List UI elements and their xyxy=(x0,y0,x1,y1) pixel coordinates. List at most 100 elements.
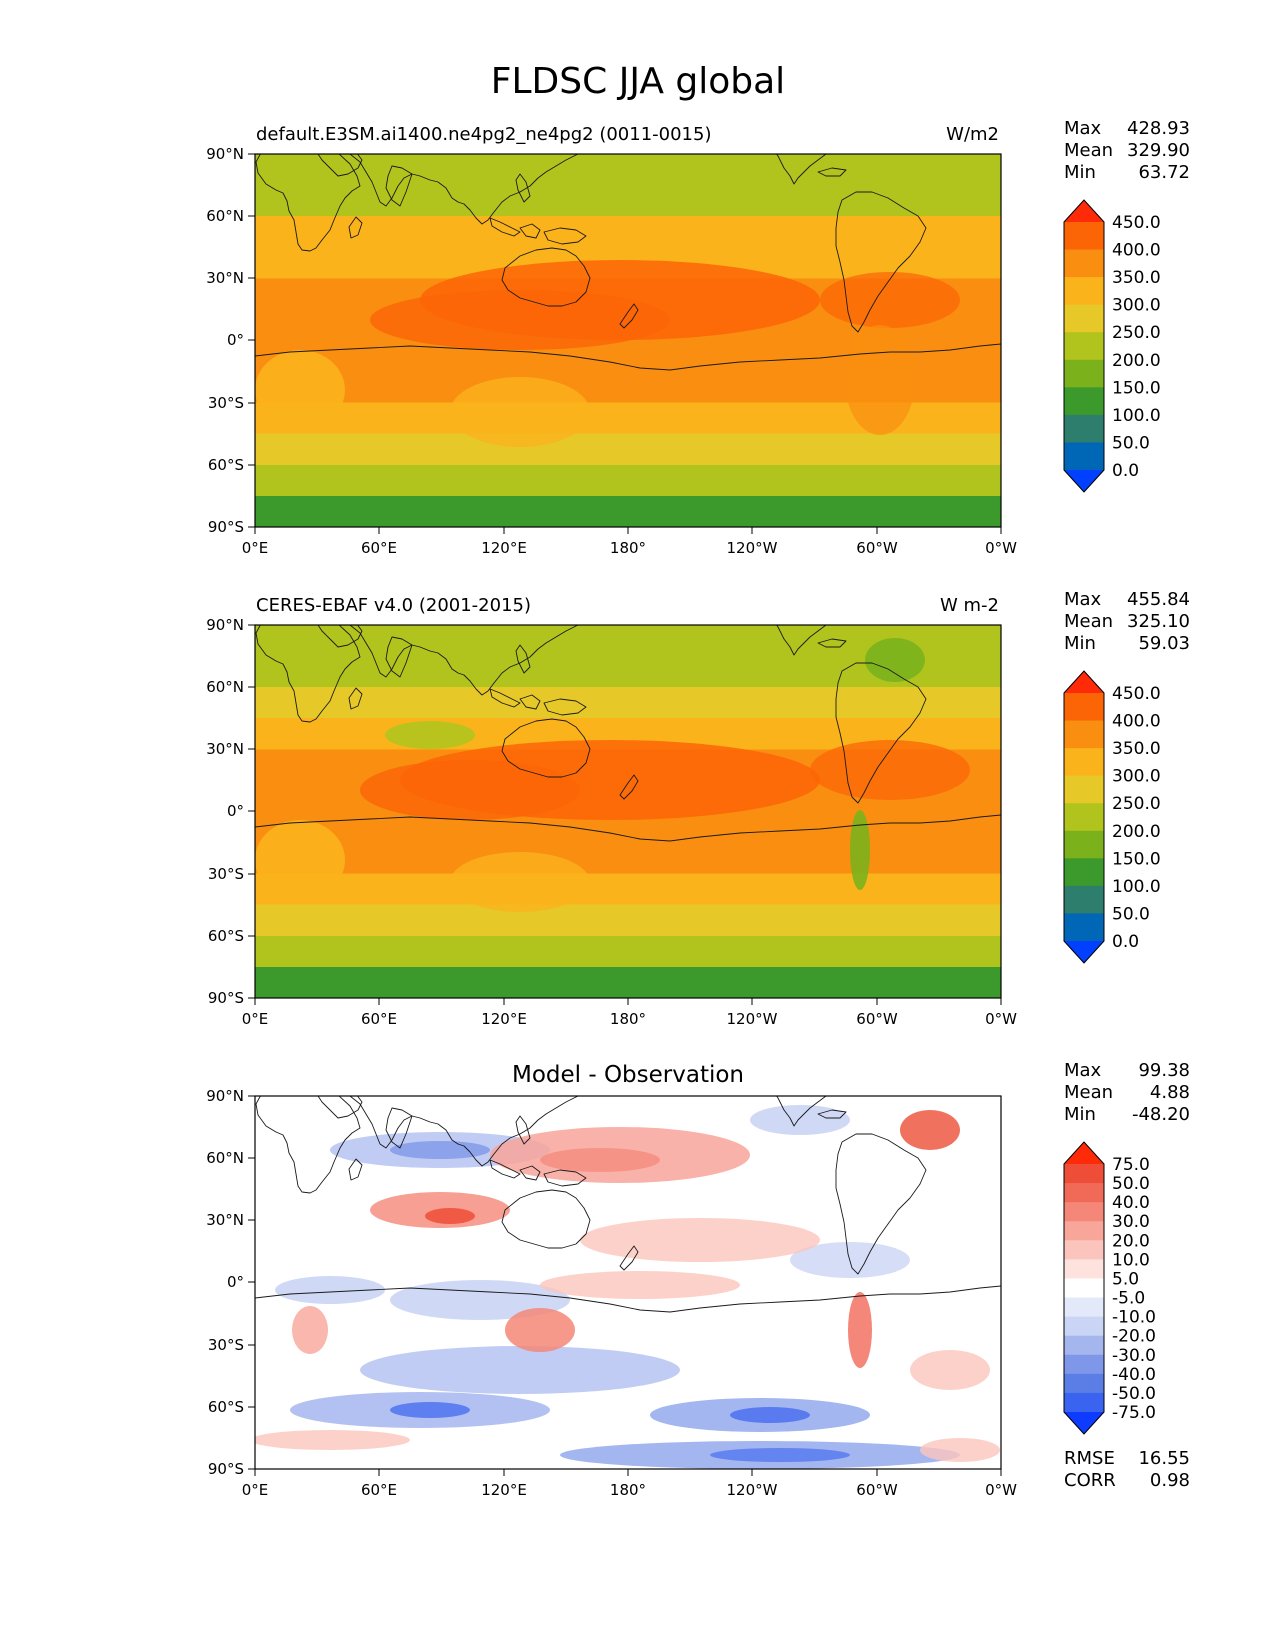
colorbar-extend-min xyxy=(1064,941,1104,963)
panel-test-lat-tick-label: 90°S xyxy=(208,518,244,536)
colorbar-bin xyxy=(1064,442,1104,471)
colorbar-tick-label: 40.0 xyxy=(1112,1193,1150,1213)
colorbar-extend-max xyxy=(1064,1142,1104,1164)
colorbar-tick-label: -5.0 xyxy=(1112,1289,1145,1309)
colorbar-tick-label: 200.0 xyxy=(1112,822,1161,842)
panel-difference: Model - Observation xyxy=(206,1060,1190,1499)
colorbar-tick-label: 450.0 xyxy=(1112,684,1161,704)
panel-test-lon-ticks: 0°E 60°E 120°E 180° 120°W 60°W 0°W xyxy=(242,527,1017,557)
panel-test-colorbar: 450.0 400.0 350.0 300.0 250.0 200.0 150.0 100.0… xyxy=(1063,199,1161,493)
colorbar-tick-label: -30.0 xyxy=(1112,1346,1156,1366)
colorbar-tick-label: 350.0 xyxy=(1112,268,1161,288)
colorbar-bin xyxy=(1064,1221,1104,1241)
stat-mean-value: 329.90 xyxy=(1127,140,1190,161)
panel-difference-lon-tick-label: 120°E xyxy=(481,1481,527,1499)
panel-difference-lon-ticks: 0°E 60°E 120°E 180° 120°W 60°W 0°W xyxy=(242,1469,1017,1499)
panel-reference-lat-tick-label: 90°N xyxy=(206,616,244,634)
colorbar-bin xyxy=(1064,913,1104,942)
stat-mean-label: Mean xyxy=(1064,1082,1113,1103)
colorbar-tick-label: -50.0 xyxy=(1112,1384,1156,1404)
colorbar-bin xyxy=(1064,748,1104,777)
stat-mean-label: Mean xyxy=(1064,611,1113,632)
colorbar-tick-label: 100.0 xyxy=(1112,406,1161,426)
metric-rmse-value: 16.55 xyxy=(1138,1448,1190,1469)
panel-difference-colorbar: 75.050.040.030.020.010.05.0-5.0-10.0-20.… xyxy=(1063,1141,1156,1435)
panel-test-lat-tick-label: 60°S xyxy=(208,456,244,474)
metric-corr-label: CORR xyxy=(1064,1470,1116,1491)
panel-difference-metrics: RMSE 16.55 CORR 0.98 xyxy=(1064,1448,1190,1491)
panel-difference-lat-tick-label: 60°S xyxy=(208,1398,244,1416)
colorbar-bin xyxy=(1064,1202,1104,1222)
panel-reference: CERES-EBAF v4.0 (2001-2015) W m-2 90°N 6… xyxy=(206,589,1190,1028)
panel-reference-lon-tick-label: 0°W xyxy=(985,1010,1017,1028)
stat-min-value: 59.03 xyxy=(1138,633,1190,654)
panel-test-lon-tick-label: 0°W xyxy=(985,539,1017,557)
colorbar-bin xyxy=(1064,693,1104,722)
panel-test-lat-ticks: 90°N 60°N 30°N 0° 30°S 60°S 90°S xyxy=(206,145,255,536)
colorbar-bin xyxy=(1064,277,1104,306)
colorbar-bin xyxy=(1064,304,1104,333)
panel-difference-lon-tick-label: 0°E xyxy=(242,1481,269,1499)
colorbar-tick-label: 150.0 xyxy=(1112,378,1161,398)
stat-mean-value: 325.10 xyxy=(1127,611,1190,632)
panel-difference-lat-tick-label: 0° xyxy=(227,1273,244,1291)
colorbar-extend-max xyxy=(1064,671,1104,693)
colorbar-bin xyxy=(1064,1297,1104,1318)
colorbar-extend-min xyxy=(1064,1412,1104,1434)
panel-difference-lat-tick-label: 30°N xyxy=(206,1211,244,1229)
colorbar-tick-label: -75.0 xyxy=(1112,1403,1156,1423)
stat-mean-value: 4.88 xyxy=(1150,1082,1190,1103)
colorbar-bin xyxy=(1064,1392,1104,1413)
stat-max-value: 428.93 xyxy=(1127,118,1190,139)
panel-difference-lat-tick-label: 30°S xyxy=(208,1336,244,1354)
colorbar-outline xyxy=(1063,1141,1105,1435)
panel-test-lat-tick-label: 30°S xyxy=(208,394,244,412)
colorbar-tick-label: 300.0 xyxy=(1112,296,1161,316)
panel-difference-lon-tick-label: 0°W xyxy=(985,1481,1017,1499)
panel-difference-lat-tick-label: 60°N xyxy=(206,1149,244,1167)
panel-reference-colorbar: 450.0 400.0 350.0 300.0 250.0 200.0 150.0 100.0… xyxy=(1063,670,1161,964)
panel-test-lat-tick-label: 30°N xyxy=(206,269,244,287)
colorbar-bin xyxy=(1064,387,1104,416)
colorbar-bin xyxy=(1064,720,1104,749)
stat-min-label: Min xyxy=(1064,1104,1096,1125)
panel-reference-lat-tick-label: 60°S xyxy=(208,927,244,945)
panel-difference-lon-tick-label: 60°E xyxy=(361,1481,397,1499)
colorbar-bin xyxy=(1064,1240,1104,1260)
panel-reference-lat-tick-label: 30°N xyxy=(206,740,244,758)
colorbar-tick-label: -10.0 xyxy=(1112,1308,1156,1328)
panel-reference-lon-tick-label: 60°W xyxy=(856,1010,898,1028)
colorbar-bin xyxy=(1064,775,1104,804)
panel-difference-lon-tick-label: 120°W xyxy=(727,1481,778,1499)
colorbar-tick-label: -20.0 xyxy=(1112,1327,1156,1347)
colorbar-tick-label: 400.0 xyxy=(1112,241,1161,261)
panel-reference-lon-tick-label: 60°E xyxy=(361,1010,397,1028)
stat-max-label: Max xyxy=(1064,118,1102,139)
panel-difference-anomalies xyxy=(255,1105,1000,1469)
colorbar-tick-label: 100.0 xyxy=(1112,877,1161,897)
colorbar-bin xyxy=(1064,885,1104,914)
colorbar-tick-label: 75.0 xyxy=(1112,1155,1150,1175)
colorbar-tick-label: 400.0 xyxy=(1112,712,1161,732)
panel-test-lon-tick-label: 120°E xyxy=(481,539,527,557)
colorbar-extend-min xyxy=(1064,470,1104,492)
colorbar-tick-label: 250.0 xyxy=(1112,794,1161,814)
colorbar-bin xyxy=(1064,1164,1104,1184)
panel-test-lat-tick-label: 90°N xyxy=(206,145,244,163)
panel-test-lon-tick-label: 120°W xyxy=(727,539,778,557)
stat-max-value: 455.84 xyxy=(1127,589,1190,610)
panel-reference-lat-tick-label: 90°S xyxy=(208,989,244,1007)
colorbar-tick-label: 0.0 xyxy=(1112,461,1139,481)
colorbar-tick-label: 0.0 xyxy=(1112,932,1139,952)
stat-max-label: Max xyxy=(1064,589,1102,610)
panel-test: default.E3SM.ai1400.ne4pg2_ne4pg2 (0011-… xyxy=(206,118,1190,557)
colorbar-tick-label: 200.0 xyxy=(1112,351,1161,371)
colorbar-tick-label: 50.0 xyxy=(1112,904,1150,924)
panel-reference-lat-tick-label: 60°N xyxy=(206,678,244,696)
colorbar-bin xyxy=(1064,359,1104,388)
colorbar-bin xyxy=(1064,1316,1104,1337)
panel-reference-units: W m-2 xyxy=(940,595,999,616)
colorbar-tick-label: -40.0 xyxy=(1112,1365,1156,1385)
colorbar-bin xyxy=(1064,332,1104,361)
